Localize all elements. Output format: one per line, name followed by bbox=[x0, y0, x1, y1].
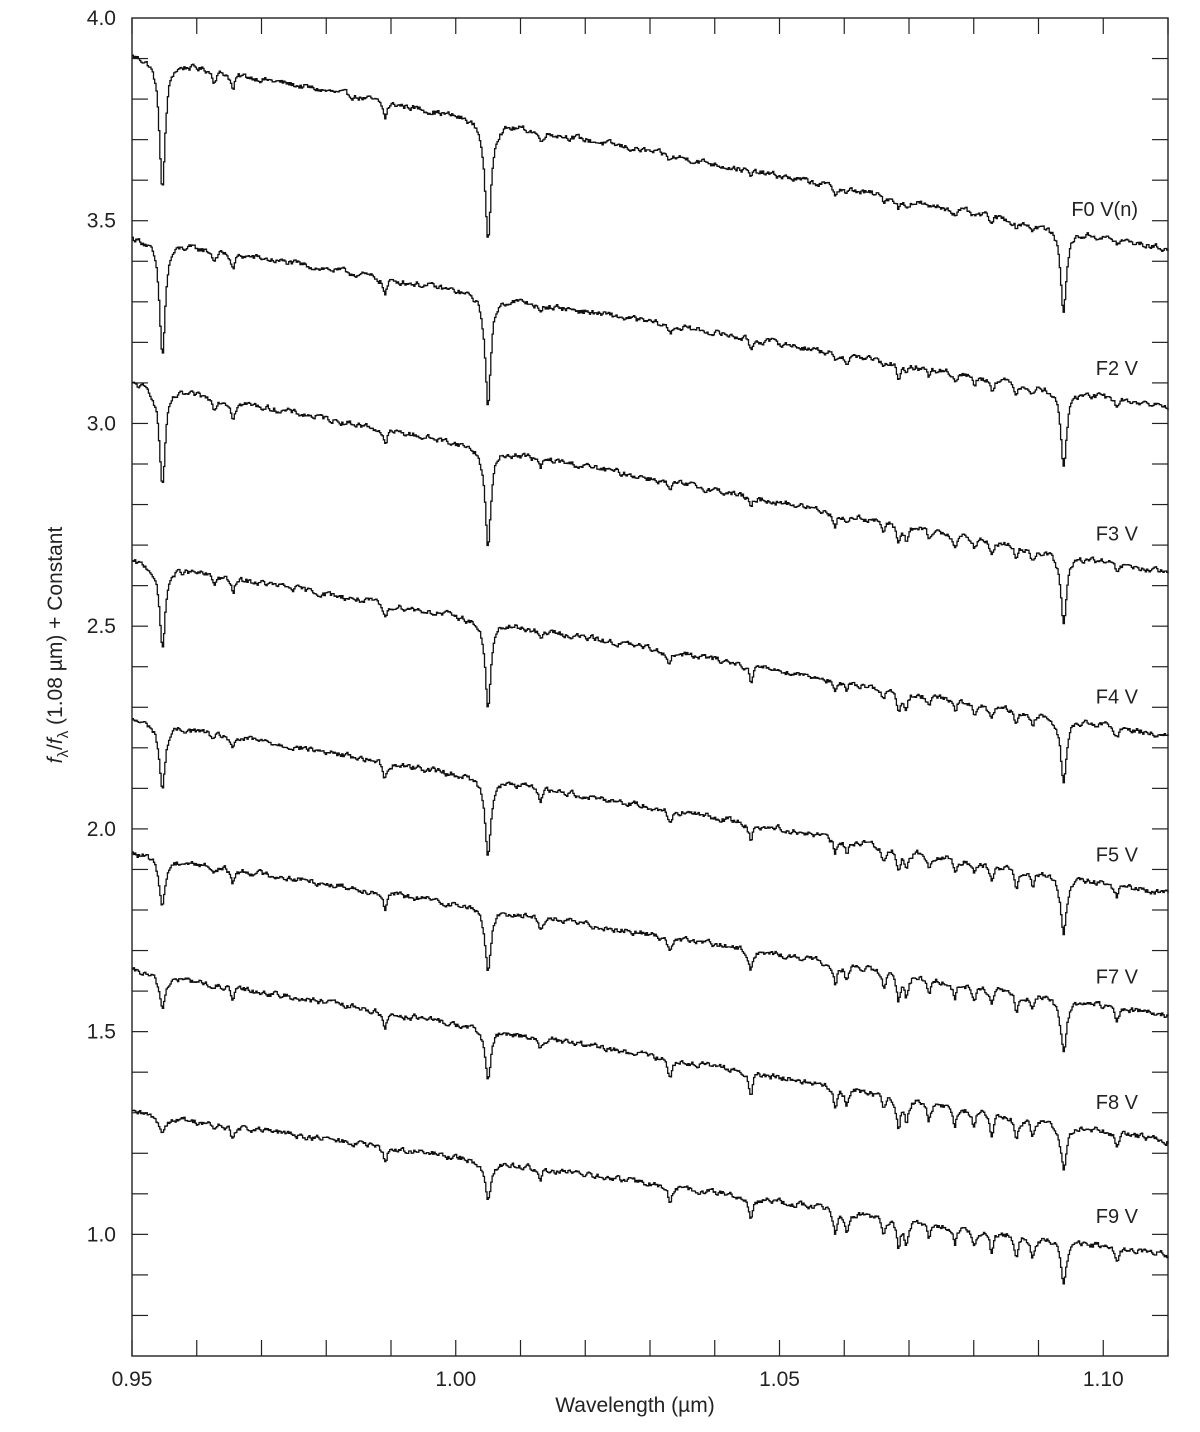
y-axis-title-f2: f bbox=[44, 736, 67, 744]
plot-frame bbox=[131, 17, 1169, 1357]
series-label: F2 V bbox=[1096, 358, 1139, 380]
y-axis-title: fλ/fλ (1.08 µm) + Constant bbox=[44, 527, 72, 764]
series-group bbox=[132, 54, 1169, 1285]
series-line bbox=[132, 1109, 1169, 1285]
y-tick-label: 4.0 bbox=[87, 7, 116, 30]
y-axis-title-sub2: λ bbox=[55, 730, 72, 738]
series-line bbox=[132, 717, 1169, 936]
series-labels: F0 V(n) F2 V F3 V F4 V F5 V F7 V F8 V F9 V bbox=[1071, 199, 1138, 1228]
x-tick-label: 1.05 bbox=[759, 1368, 800, 1391]
y-tick-label: 2.0 bbox=[87, 818, 116, 841]
series-label: F0 V(n) bbox=[1071, 199, 1138, 221]
series-label: F9 V bbox=[1096, 1206, 1139, 1228]
y-axis-title-f1: f bbox=[44, 755, 67, 763]
y-axis-title-slash: / bbox=[44, 744, 67, 750]
axis-ticks bbox=[131, 18, 1169, 1356]
x-axis-title: Wavelength (µm) bbox=[555, 1394, 715, 1417]
series-line bbox=[132, 381, 1169, 625]
series-label: F8 V bbox=[1096, 1092, 1139, 1114]
series-label: F4 V bbox=[1096, 686, 1139, 708]
series-line bbox=[132, 54, 1169, 313]
series-label: F3 V bbox=[1096, 524, 1139, 546]
y-tick-label: 3.0 bbox=[87, 412, 116, 435]
y-axis-title-rest: (1.08 µm) + Constant bbox=[44, 527, 67, 731]
y-axis-title-sub1: λ bbox=[55, 749, 72, 757]
series-line bbox=[132, 967, 1169, 1171]
y-tick-label: 2.5 bbox=[87, 615, 116, 638]
series-label: F5 V bbox=[1096, 844, 1139, 866]
y-tick-label: 1.5 bbox=[87, 1021, 116, 1044]
series-line bbox=[132, 851, 1169, 1053]
y-tick-label: 3.5 bbox=[87, 210, 116, 233]
y-tick-label: 1.0 bbox=[87, 1223, 116, 1246]
axis-tick-labels: 0.95 1.00 1.05 1.10 1.0 1.5 2.0 2.5 3.0 3.5 4.0 bbox=[87, 7, 1124, 1391]
x-tick-label: 1.10 bbox=[1083, 1368, 1124, 1391]
series-label: F7 V bbox=[1096, 966, 1139, 988]
x-tick-label: 1.00 bbox=[435, 1368, 476, 1391]
series-line bbox=[132, 236, 1169, 467]
series-line bbox=[132, 559, 1169, 784]
x-tick-label: 0.95 bbox=[112, 1368, 153, 1391]
